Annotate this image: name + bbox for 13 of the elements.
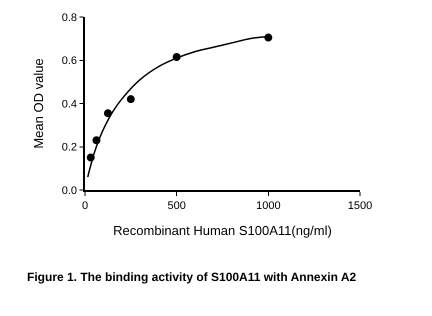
x-tick-label: 1000 [256,200,281,212]
x-axis-title: Recombinant Human S100A11(ng/ml) [113,223,332,238]
x-tick-label: 0 [82,200,88,212]
x-tick-label: 500 [167,200,186,212]
caption: Figure 1. The binding activity of S100A11 with Annexin A2 [27,270,356,284]
y-tick-label: 0.8 [62,12,78,24]
y-tick-label: 0.0 [62,184,78,197]
point [126,95,135,104]
y-tick-label: 0.2 [62,142,78,154]
y-tick-label: 0.4 [62,98,78,110]
y-tick-label: 0.6 [62,55,78,68]
y-axis-title: Mean OD value [31,58,46,149]
x-tick-label: 1500 [348,200,372,212]
